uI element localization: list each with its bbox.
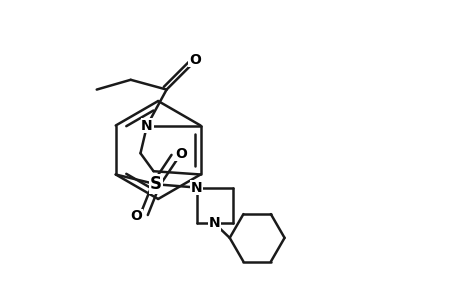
- Text: O: O: [188, 52, 200, 67]
- Text: N: N: [190, 181, 202, 195]
- Text: O: O: [130, 209, 142, 223]
- Text: O: O: [175, 147, 186, 160]
- Text: S: S: [150, 175, 162, 193]
- Text: N: N: [208, 217, 220, 230]
- Text: N: N: [141, 118, 152, 133]
